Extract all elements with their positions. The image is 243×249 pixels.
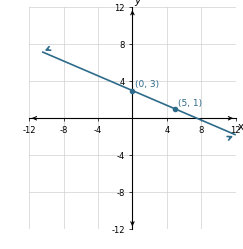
Text: (5, 1): (5, 1) (178, 99, 202, 108)
Text: x: x (237, 122, 243, 131)
Text: (0, 3): (0, 3) (135, 80, 159, 89)
Text: y: y (135, 0, 141, 6)
